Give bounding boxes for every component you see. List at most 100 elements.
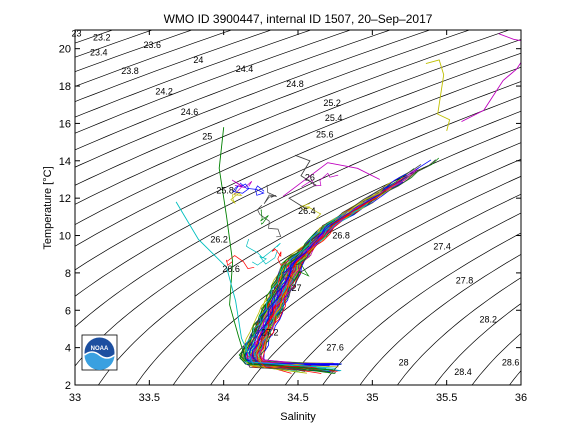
density-contour bbox=[75, 39, 521, 225]
density-label: 27.6 bbox=[326, 343, 344, 353]
density-label: 24 bbox=[193, 55, 203, 65]
profile-line bbox=[425, 59, 451, 132]
profile-line bbox=[232, 183, 250, 194]
density-label: 24.2 bbox=[155, 87, 173, 97]
density-contour bbox=[75, 30, 233, 87]
density-label: 27.8 bbox=[456, 275, 474, 285]
profile-line bbox=[239, 182, 265, 196]
density-contour bbox=[471, 332, 521, 385]
density-label: 26 bbox=[305, 173, 315, 183]
density-contour bbox=[284, 212, 521, 385]
y-tick-label: 6 bbox=[65, 305, 71, 317]
y-tick-label: 20 bbox=[59, 44, 71, 56]
profile-line bbox=[252, 251, 339, 364]
svg-text:NOAA: NOAA bbox=[91, 346, 109, 352]
x-tick-label: 35.5 bbox=[436, 392, 457, 404]
density-label: 26.4 bbox=[298, 206, 316, 216]
density-label: 26.8 bbox=[332, 231, 350, 241]
x-tick-label: 34 bbox=[218, 392, 230, 404]
density-contour bbox=[75, 30, 431, 168]
profile-line bbox=[243, 210, 349, 369]
density-contour bbox=[135, 142, 521, 385]
density-label: 24.4 bbox=[236, 64, 254, 74]
density-contour bbox=[396, 277, 521, 385]
profile-line bbox=[260, 209, 269, 225]
x-tick-label: 36 bbox=[515, 392, 527, 404]
profile-line bbox=[239, 219, 336, 368]
noaa-logo: NOAA bbox=[81, 334, 118, 371]
profile-line bbox=[259, 242, 281, 265]
density-label: 25.8 bbox=[216, 186, 234, 196]
density-contour bbox=[172, 158, 521, 385]
y-axis: 24 6 8 10 12 14 16 18 20 bbox=[59, 44, 521, 392]
density-label: 23.4 bbox=[90, 47, 108, 57]
density-contour bbox=[75, 66, 521, 271]
density-label: 27.2 bbox=[261, 328, 279, 338]
y-axis-label: Temperature [°C] bbox=[42, 166, 54, 249]
density-label: 24.6 bbox=[181, 107, 199, 117]
density-label: 23.8 bbox=[121, 66, 139, 76]
density-contour bbox=[322, 232, 521, 385]
density-label: 28.4 bbox=[454, 367, 472, 377]
profile-line bbox=[218, 127, 247, 361]
y-tick-label: 8 bbox=[65, 268, 71, 280]
profile-line bbox=[263, 184, 277, 205]
density-contour bbox=[247, 193, 521, 385]
chart-title: WMO ID 3900447, internal ID 1507, 20–Sep… bbox=[164, 12, 433, 26]
y-tick-label: 12 bbox=[59, 193, 71, 205]
y-tick-label: 14 bbox=[59, 156, 71, 168]
profile-line bbox=[230, 188, 243, 204]
density-contour bbox=[75, 95, 521, 328]
profile-line bbox=[461, 61, 521, 123]
density-label: 28 bbox=[399, 358, 409, 368]
x-tick-label: 35 bbox=[366, 392, 378, 404]
density-contour bbox=[97, 126, 521, 385]
density-label: 26.2 bbox=[210, 234, 228, 244]
density-contour bbox=[75, 30, 312, 118]
x-axis: 33 33.5 34 34.5 35 35.5 36 bbox=[69, 30, 527, 404]
density-contour bbox=[434, 303, 521, 385]
y-tick-label: 16 bbox=[59, 118, 71, 130]
density-label: 25.4 bbox=[325, 113, 343, 123]
density-label: 23.6 bbox=[144, 40, 162, 50]
density-label: 27 bbox=[291, 283, 301, 293]
density-contour bbox=[75, 52, 521, 247]
y-tick-label: 2 bbox=[65, 380, 71, 392]
density-label: 23 bbox=[71, 29, 81, 39]
density-label: 25.2 bbox=[323, 98, 341, 108]
profile-line bbox=[248, 235, 320, 368]
density-contour bbox=[75, 30, 471, 186]
profile-line bbox=[242, 201, 364, 374]
density-contour bbox=[75, 30, 273, 102]
density-label: 28.2 bbox=[480, 315, 498, 325]
y-tick-label: 18 bbox=[59, 81, 71, 93]
density-label: 25.6 bbox=[316, 130, 334, 140]
density-contour bbox=[75, 30, 511, 205]
profile-line bbox=[175, 201, 254, 365]
x-tick-label: 33 bbox=[69, 392, 81, 404]
density-label: 28.6 bbox=[502, 358, 520, 368]
profile-line bbox=[288, 154, 317, 210]
profile-line bbox=[239, 181, 392, 372]
profile-line bbox=[301, 172, 339, 188]
density-label: 26.6 bbox=[222, 264, 240, 274]
density-label: 23.2 bbox=[93, 33, 111, 43]
profile-series bbox=[175, 33, 521, 374]
density-label: 25 bbox=[202, 132, 212, 142]
density-label: 27.4 bbox=[433, 242, 451, 252]
x-tick-label: 33.5 bbox=[139, 392, 160, 404]
profile-line bbox=[245, 238, 267, 266]
profile-line bbox=[257, 205, 282, 238]
y-tick-label: 10 bbox=[59, 231, 71, 243]
profile-line bbox=[255, 217, 346, 365]
density-contour bbox=[75, 30, 352, 134]
density-contour bbox=[75, 30, 392, 151]
density-label: 24.8 bbox=[286, 79, 304, 89]
density-contour bbox=[359, 253, 521, 385]
profile-line bbox=[287, 258, 310, 282]
density-contour bbox=[75, 30, 193, 73]
density-contours bbox=[75, 30, 521, 385]
profile-line bbox=[256, 177, 404, 368]
profile-line bbox=[226, 255, 255, 269]
